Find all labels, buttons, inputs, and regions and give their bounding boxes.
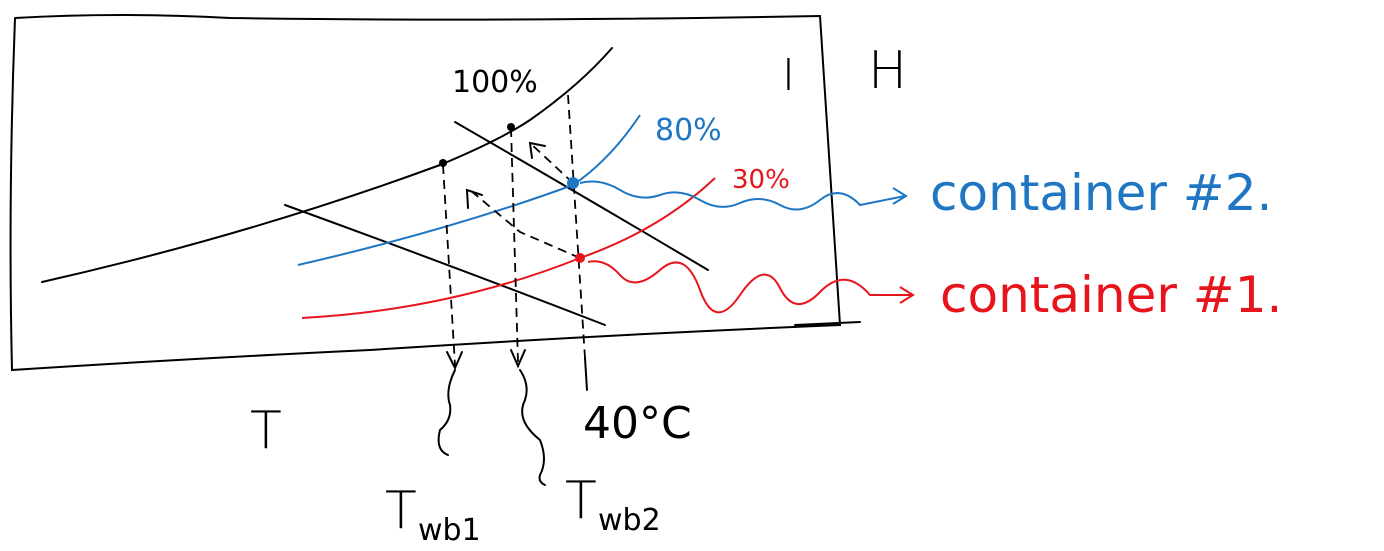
point <box>575 253 585 263</box>
axis-label: I <box>782 50 795 101</box>
tick <box>585 358 587 390</box>
wavy-leader <box>588 261 913 312</box>
container-label: container #2. <box>930 164 1272 222</box>
label: 80% <box>655 113 722 148</box>
label: 40°C <box>583 398 692 449</box>
arrow-head <box>467 190 482 208</box>
dashed-arrow <box>470 190 580 258</box>
wet-bulb-subscript: wb1 <box>418 513 481 548</box>
axis-label: H <box>868 41 907 101</box>
point <box>507 123 515 131</box>
dashed-drop <box>511 128 518 362</box>
wet-bulb-symbol: T <box>565 471 597 531</box>
wet-bulb-subscript: wb2 <box>598 503 661 538</box>
label: 30% <box>732 165 790 195</box>
page: 100% 80% 30% I H container #2. container… <box>0 0 1384 551</box>
wet-bulb-symbol: T <box>385 481 417 541</box>
brace <box>520 370 545 485</box>
axis-label: T <box>250 401 282 461</box>
diagram: 100% 80% 30% I H container #2. container… <box>0 0 1384 551</box>
wet-bulb-line <box>285 205 605 325</box>
container-label: container #1. <box>940 266 1282 324</box>
brace <box>439 370 455 455</box>
point <box>567 177 579 189</box>
point <box>439 159 447 167</box>
label: 100% <box>452 65 538 100</box>
dashed-drop <box>568 95 585 358</box>
